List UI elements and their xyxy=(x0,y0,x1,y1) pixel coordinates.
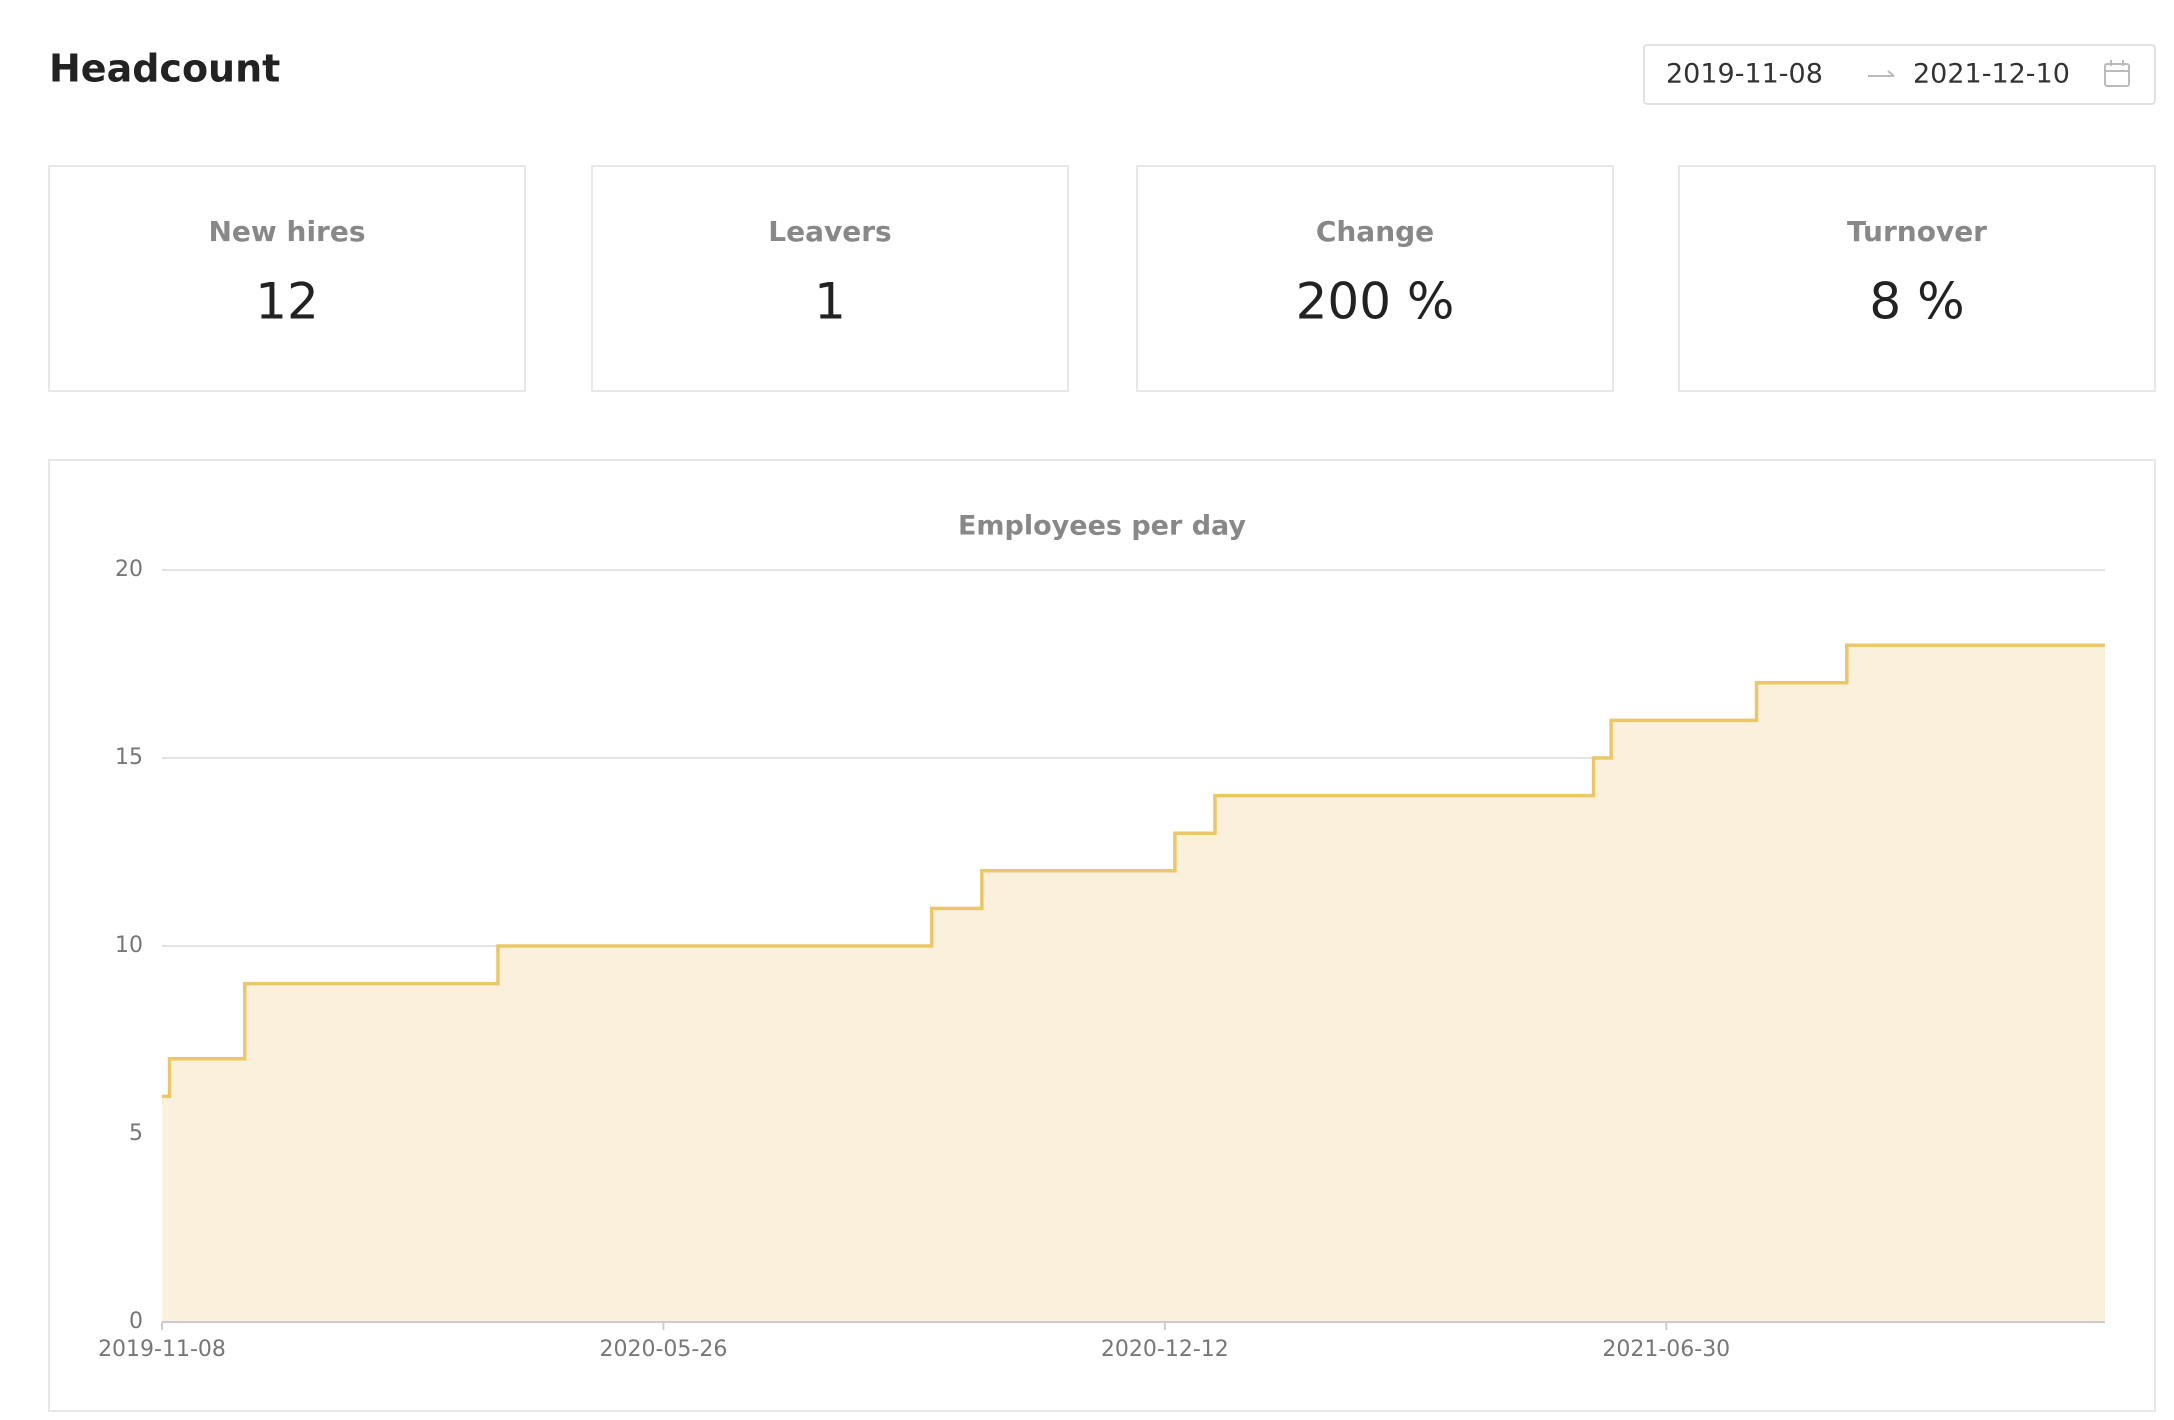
y-tick-label: 10 xyxy=(115,933,143,958)
date-end[interactable]: 2021-12-10 xyxy=(1913,59,2070,90)
y-tick-label: 15 xyxy=(115,745,143,770)
stat-card xyxy=(1678,165,2156,392)
x-tick-label: 2020-12-12 xyxy=(1101,1337,1229,1362)
stat-value: 1 xyxy=(814,273,846,331)
y-tick-label: 5 xyxy=(129,1121,143,1146)
stat-value: 8 % xyxy=(1869,273,1964,331)
date-arrow xyxy=(1868,70,1895,77)
chart-title: Employees per day xyxy=(958,511,1246,542)
calendar-icon[interactable] xyxy=(2104,60,2130,87)
stat-card xyxy=(48,165,526,392)
stat-label: Turnover xyxy=(1847,215,1987,248)
date-picker[interactable]: 2019-11-08 2021-12-10 xyxy=(1643,44,2156,105)
area-fill xyxy=(162,645,2105,1322)
page-title: Headcount xyxy=(49,47,280,91)
date-start[interactable]: 2019-11-08 xyxy=(1666,59,1823,90)
stat-value: 12 xyxy=(255,273,319,331)
x-tick-label: 2021-06-30 xyxy=(1602,1337,1730,1362)
chart: 0 5 10 15 20 2019-11-08 2020-05-26 2020-12-12 20… xyxy=(98,557,2105,1362)
stat-label: Leavers xyxy=(768,215,891,248)
stat-label: New hires xyxy=(208,215,365,248)
stat-card xyxy=(1136,165,1614,392)
stat-label: Change xyxy=(1316,215,1434,248)
stat-cards: New hires 12 Leavers 1 Change 200 % Turnover 8 … xyxy=(48,165,2156,392)
stat-value: 200 % xyxy=(1296,273,1455,331)
x-tick-label: 2019-11-08 xyxy=(98,1337,226,1362)
stat-card xyxy=(591,165,1069,392)
y-tick-label: 20 xyxy=(115,557,143,582)
y-tick-label: 0 xyxy=(129,1309,143,1334)
date-picker-box[interactable] xyxy=(1643,44,2156,105)
step-line xyxy=(162,643,2105,1099)
x-tick-label: 2020-05-26 xyxy=(599,1337,727,1362)
